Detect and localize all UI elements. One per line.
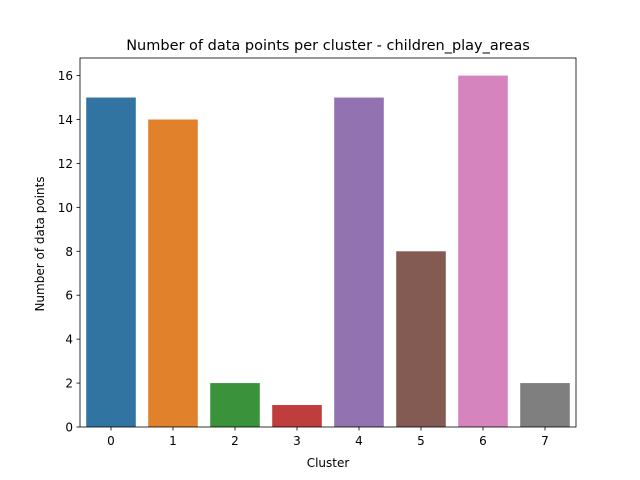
- plot-frame: [79, 57, 577, 428]
- y-tick-label: 2: [65, 377, 73, 391]
- bar-cluster-2: [210, 383, 260, 427]
- y-tick-label: 0: [65, 421, 73, 435]
- y-tick-label: 6: [65, 289, 73, 303]
- y-axis-label: Number of data points: [33, 176, 47, 311]
- chart-title: Number of data points per cluster - chil…: [126, 38, 530, 54]
- y-axis: 0 2 4 6 8 10 12 14 16: [58, 69, 80, 435]
- x-tick-label: 5: [417, 434, 425, 448]
- x-tick-label: 6: [479, 434, 487, 448]
- x-tick-label: 3: [293, 434, 301, 448]
- x-tick-label: 7: [541, 434, 549, 448]
- y-tick-label: 14: [58, 113, 73, 127]
- x-tick-label: 0: [107, 434, 115, 448]
- bar-cluster-5: [396, 251, 446, 427]
- y-tick-label: 10: [58, 201, 73, 215]
- y-tick-label: 4: [65, 333, 73, 347]
- x-axis: 0 1 2 3 4 5 6 7: [107, 427, 549, 448]
- x-axis-label: Cluster: [307, 456, 350, 470]
- bar-cluster-1: [148, 119, 198, 427]
- y-tick-label: 8: [65, 245, 73, 259]
- x-tick-label: 4: [355, 434, 363, 448]
- y-tick-label: 16: [58, 69, 73, 83]
- y-tick-label: 12: [58, 157, 73, 171]
- x-tick-label: 2: [231, 434, 239, 448]
- bar-cluster-6: [458, 75, 508, 428]
- bar-cluster-4: [334, 97, 384, 428]
- bar-cluster-0: [86, 97, 136, 428]
- x-tick-label: 1: [169, 434, 177, 448]
- bar-cluster-3: [272, 405, 322, 427]
- bars-group: [86, 75, 570, 428]
- bar-cluster-7: [520, 383, 570, 427]
